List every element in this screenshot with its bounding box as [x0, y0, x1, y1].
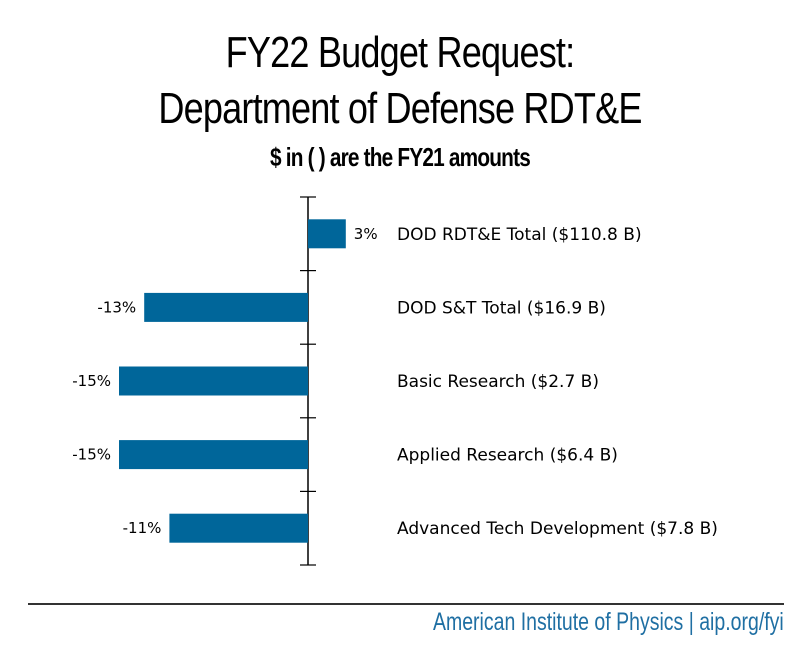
- data-label: -13%: [97, 298, 136, 316]
- chart-subtitle: $ in ( ) are the FY21 amounts: [270, 142, 531, 172]
- bar: [119, 366, 308, 396]
- data-label: -11%: [123, 519, 162, 537]
- bar: [308, 219, 346, 249]
- category-label: Basic Research ($2.7 B): [397, 372, 599, 392]
- category-label: Advanced Tech Development ($7.8 B): [397, 519, 718, 539]
- footer-credit: American Institute of Physics | aip.org/…: [433, 608, 784, 636]
- category-label: DOD S&T Total ($16.9 B): [397, 298, 606, 318]
- data-label: -15%: [72, 372, 111, 390]
- chart-title-line2: Department of Defense RDT&E: [158, 84, 642, 133]
- bar: [119, 440, 308, 470]
- category-label: Applied Research ($6.4 B): [397, 446, 618, 466]
- bar: [169, 513, 308, 543]
- category-label: DOD RDT&E Total ($110.8 B): [397, 225, 642, 245]
- bar: [144, 292, 308, 322]
- data-label: 3%: [354, 225, 378, 243]
- footer-divider: [28, 603, 784, 605]
- chart-title: FY22 Budget Request:: [225, 28, 575, 77]
- data-label: -15%: [72, 446, 111, 464]
